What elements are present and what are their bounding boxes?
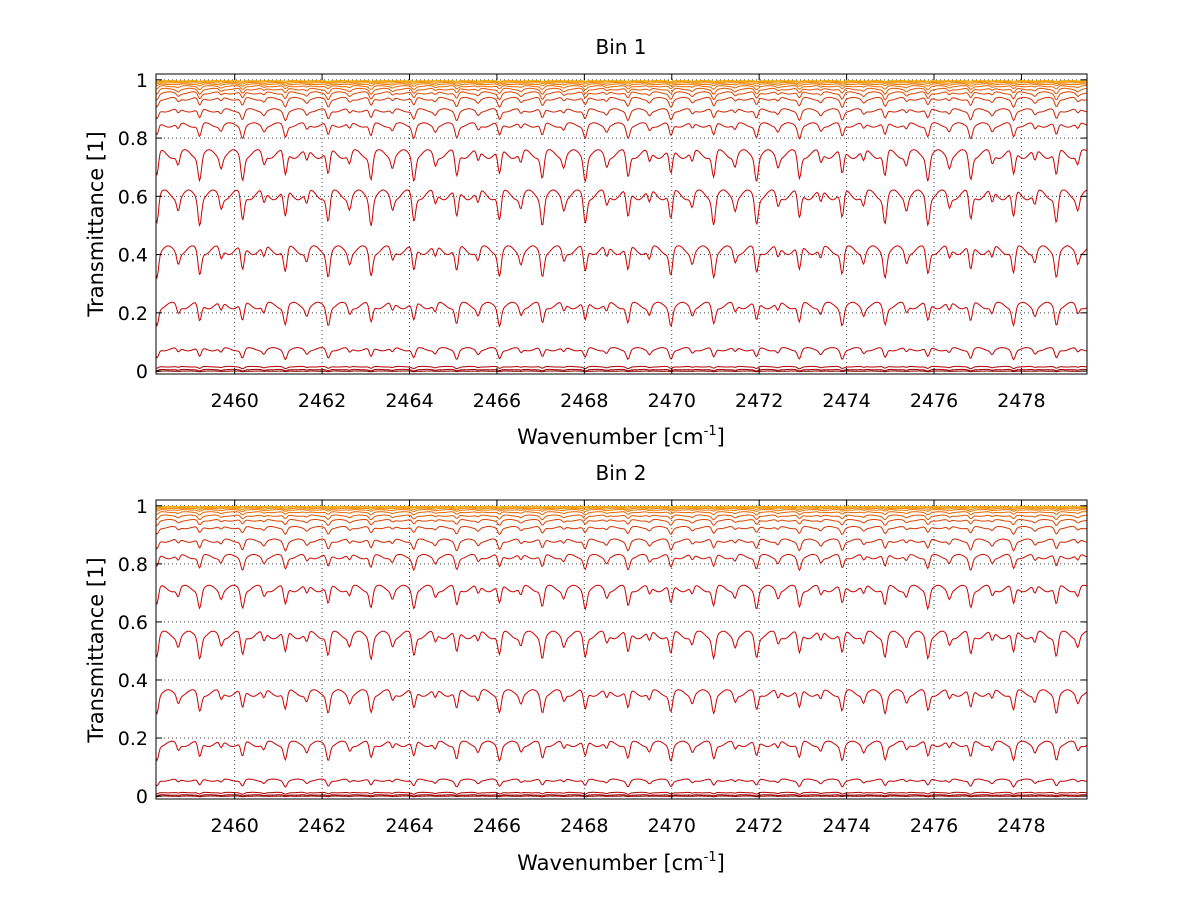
x-tick-label: 2470 (648, 815, 696, 837)
chart-title: Bin 1 (595, 35, 646, 59)
axes-box (155, 499, 1088, 800)
x-tick-label: 2466 (473, 390, 521, 412)
series-line-layer-13 (155, 87, 1088, 95)
y-tick-label: 1 (136, 70, 148, 92)
series-line-layer-05 (155, 301, 1088, 328)
x-tick-labels: 2460 2462 2464 2466 2468 2470 2472 2474 2476 2478 (210, 815, 1045, 837)
series-line-layer-03 (155, 791, 1087, 795)
panel-bin-2: Bin 2 2460 2462 2464 2466 2468 2470 2472 2474 24… (84, 461, 1088, 875)
series-line-layer-17 (155, 80, 1087, 84)
series-line-layer-09 (155, 122, 1088, 140)
x-tick-label: 2472 (735, 390, 783, 412)
y-axis-label: Transmittance [1] (84, 557, 108, 743)
x-axis-label: Wavenumber [cm-1] (517, 424, 725, 449)
x-tick-label: 2474 (822, 815, 870, 837)
series-line-layer-08 (155, 149, 1088, 183)
series-line-layer-07 (155, 189, 1088, 228)
panel-bin-1: Bin 1 2460 2462 2464 2466 2468 2470 2472 2474 24… (84, 35, 1088, 449)
y-tick-label: 0.8 (118, 128, 148, 150)
x-tick-label: 2470 (648, 390, 696, 412)
x-tick-label: 2462 (298, 815, 346, 837)
x-tick-labels: 2460 2462 2464 2466 2468 2470 2472 2474 2476 2478 (210, 390, 1045, 412)
series-line-layer-04 (155, 778, 1087, 788)
series-line-layer-15 (155, 83, 1088, 87)
series-line-layer-15 (155, 509, 1087, 513)
x-tick-label: 2478 (997, 815, 1045, 837)
x-axis-label-sup: -1 (704, 850, 717, 865)
y-tick-label: 0.2 (118, 728, 148, 750)
series-group (155, 505, 1088, 798)
series-line-layer-05 (155, 740, 1088, 763)
x-tick-label: 2478 (997, 390, 1045, 412)
series-line-layer-09 (155, 553, 1088, 572)
series-line-layer-18 (155, 505, 1087, 508)
x-tick-label: 2468 (560, 815, 608, 837)
x-axis-label-end: ] (717, 425, 725, 449)
y-axis-label: Transmittance [1] (84, 131, 108, 317)
y-tick-label: 1 (136, 496, 148, 518)
series-line-layer-07 (155, 630, 1088, 661)
series-line-layer-17 (155, 506, 1087, 509)
y-tick-labels: 0 0.2 0.4 0.6 0.8 1 (118, 496, 148, 808)
series-line-layer-02 (155, 794, 1088, 797)
x-tick-label: 2460 (210, 815, 258, 837)
x-axis-label-sup: -1 (704, 424, 717, 439)
series-line-layer-10 (155, 538, 1088, 552)
series-line-layer-08 (155, 584, 1088, 611)
series-line-layer-12 (155, 91, 1088, 101)
series-line-layer-14 (155, 511, 1087, 516)
tick-marks (156, 74, 1087, 374)
x-axis-label-text: Wavenumber [cm (517, 851, 703, 875)
series-line-layer-12 (155, 518, 1088, 527)
x-tick-label: 2464 (385, 390, 433, 412)
series-line-layer-06 (155, 245, 1088, 280)
series-line-layer-01 (155, 795, 1087, 798)
x-axis-label-end: ] (717, 851, 725, 875)
x-tick-label: 2472 (735, 815, 783, 837)
series-line-layer-18 (155, 80, 1088, 82)
series-line-layer-14 (155, 85, 1088, 91)
x-tick-label: 2464 (385, 815, 433, 837)
x-tick-label: 2462 (298, 390, 346, 412)
y-tick-label: 0 (136, 361, 148, 383)
tick-marks (156, 500, 1087, 799)
y-tick-label: 0.6 (118, 186, 148, 208)
series-line-layer-11 (155, 96, 1088, 109)
x-axis-label-text: Wavenumber [cm (517, 425, 703, 449)
axes-box (155, 73, 1088, 375)
y-tick-label: 0.4 (118, 245, 148, 267)
series-line-layer-10 (155, 108, 1088, 122)
series-line-layer-02 (155, 368, 1087, 372)
x-tick-label: 2476 (910, 815, 958, 837)
series-line-layer-16 (155, 81, 1087, 85)
y-tick-label: 0.6 (118, 612, 148, 634)
x-tick-label: 2474 (822, 390, 870, 412)
series-line-layer-16 (155, 507, 1087, 511)
series-line-layer-11 (155, 525, 1088, 536)
series-line-layer-06 (155, 689, 1088, 715)
x-tick-label: 2466 (473, 815, 521, 837)
y-tick-label: 0.4 (118, 670, 148, 692)
y-tick-label: 0.8 (118, 554, 148, 576)
series-group (155, 80, 1088, 373)
x-tick-label: 2460 (210, 390, 258, 412)
x-axis-label: Wavenumber [cm-1] (517, 850, 725, 875)
y-tick-labels: 0 0.2 0.4 0.6 0.8 1 (118, 70, 148, 383)
x-tick-label: 2476 (910, 390, 958, 412)
series-line-layer-13 (155, 514, 1088, 521)
series-line-layer-04 (155, 347, 1088, 361)
y-tick-label: 0.2 (118, 303, 148, 325)
series-line-layer-03 (155, 365, 1088, 370)
chart-title: Bin 2 (595, 461, 646, 485)
x-tick-label: 2468 (560, 390, 608, 412)
series-line-layer-01 (155, 370, 1087, 373)
y-tick-label: 0 (136, 786, 148, 808)
